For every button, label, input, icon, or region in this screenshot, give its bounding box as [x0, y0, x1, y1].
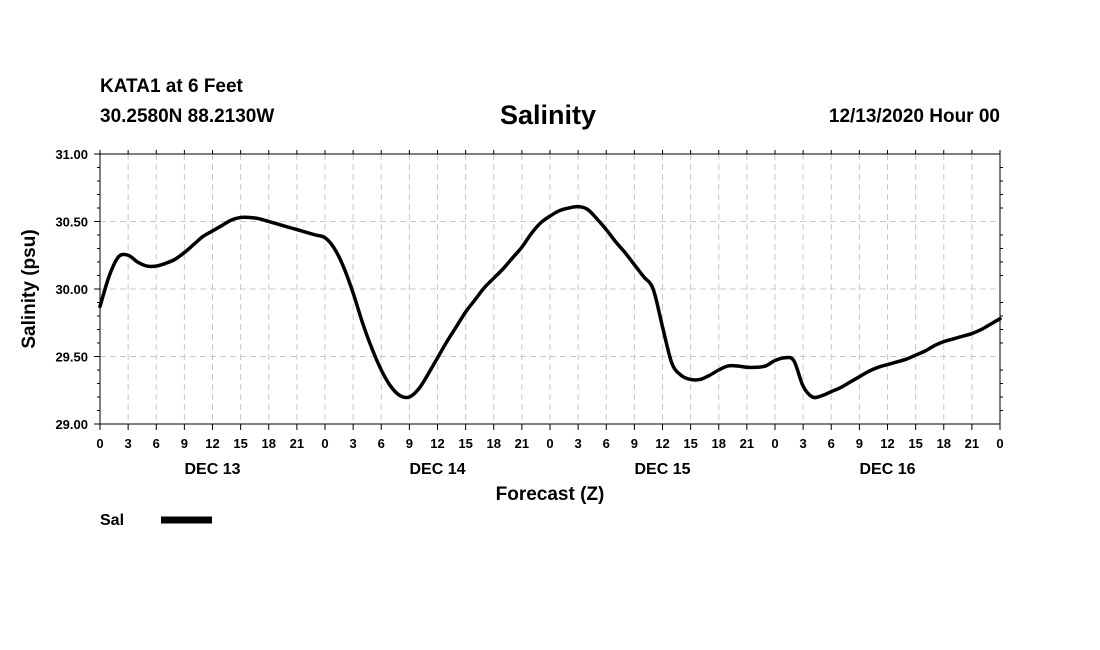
- x-tick-label: 15: [683, 436, 697, 451]
- plot-frame: [99, 153, 1001, 425]
- x-tick-label: 3: [125, 436, 132, 451]
- x-tick-label: 3: [350, 436, 357, 451]
- station-label: KATA1 at 6 Feet: [100, 76, 243, 97]
- x-tick-label: 12: [655, 436, 669, 451]
- y-tick-label: 29.50: [55, 350, 88, 365]
- x-tick-label: 18: [937, 436, 951, 451]
- y-tick-label: 30.50: [55, 215, 88, 230]
- x-tick-label: 21: [290, 436, 304, 451]
- x-tick-label: 15: [458, 436, 472, 451]
- x-tick-label: 0: [321, 436, 328, 451]
- x-tick-label: 18: [487, 436, 501, 451]
- x-tick-label: 6: [378, 436, 385, 451]
- x-tick-label: 0: [546, 436, 553, 451]
- x-tick-label: 15: [908, 436, 922, 451]
- x-tick-labels: 0 3 6 9 12 15 18 21 0 3 6 9 12 15 18 21 0 3 6 9 12 15 18 21 0 3 6 9…: [96, 436, 1003, 451]
- x-tick-label: 9: [856, 436, 863, 451]
- legend-label: Sal: [100, 512, 124, 529]
- axis-ticks: [94, 150, 1003, 430]
- salinity-series-line: [98, 204, 1002, 400]
- y-tick-label: 29.00: [55, 417, 88, 432]
- x-tick-label: 6: [153, 436, 160, 451]
- x-tick-label: 0: [96, 436, 103, 451]
- x-tick-label: 21: [515, 436, 529, 451]
- x-tick-label: 9: [181, 436, 188, 451]
- x-tick-label: 9: [631, 436, 638, 451]
- x-tick-label: 6: [828, 436, 835, 451]
- x-tick-label: 3: [575, 436, 582, 451]
- x-tick-label: 6: [603, 436, 610, 451]
- station-coordinates: 30.2580N 88.2130W: [100, 106, 275, 127]
- y-tick-label: 30.00: [55, 282, 88, 297]
- x-tick-label: 0: [996, 436, 1003, 451]
- y-tick-label: 31.00: [55, 147, 88, 162]
- x-axis-label: Forecast (Z): [496, 484, 605, 505]
- day-label: DEC 16: [859, 461, 915, 478]
- x-tick-label: 12: [205, 436, 219, 451]
- x-tick-label: 0: [771, 436, 778, 451]
- x-tick-label: 15: [233, 436, 247, 451]
- x-tick-label: 9: [406, 436, 413, 451]
- x-tick-label: 18: [712, 436, 726, 451]
- grid-lines: [100, 154, 1000, 424]
- x-tick-label: 21: [965, 436, 979, 451]
- x-tick-label: 21: [740, 436, 754, 451]
- y-tick-labels: 29.00 29.50 30.00 30.50 31.00: [55, 147, 88, 432]
- x-tick-label: 12: [430, 436, 444, 451]
- day-labels: DEC 13 DEC 14 DEC 15 DEC 16: [184, 461, 915, 478]
- day-label: DEC 14: [409, 461, 465, 478]
- x-tick-label: 3: [800, 436, 807, 451]
- x-tick-label: 18: [262, 436, 276, 451]
- forecast-datestamp: 12/13/2020 Hour 00: [828, 106, 1000, 127]
- day-label: DEC 15: [634, 461, 690, 478]
- chart-title: Salinity: [500, 100, 597, 130]
- x-tick-label: 12: [880, 436, 894, 451]
- y-axis-label: Salinity (psu): [19, 229, 40, 348]
- day-label: DEC 13: [184, 461, 240, 478]
